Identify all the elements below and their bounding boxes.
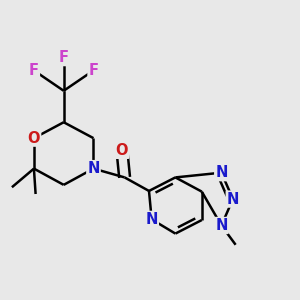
Text: F: F (88, 63, 98, 78)
Text: O: O (116, 143, 128, 158)
Text: F: F (59, 50, 69, 65)
Text: O: O (28, 131, 40, 146)
Text: F: F (29, 63, 39, 78)
Text: N: N (87, 161, 100, 176)
Text: N: N (227, 192, 239, 207)
Text: N: N (146, 212, 158, 227)
Text: N: N (215, 218, 228, 233)
Text: N: N (215, 165, 228, 180)
